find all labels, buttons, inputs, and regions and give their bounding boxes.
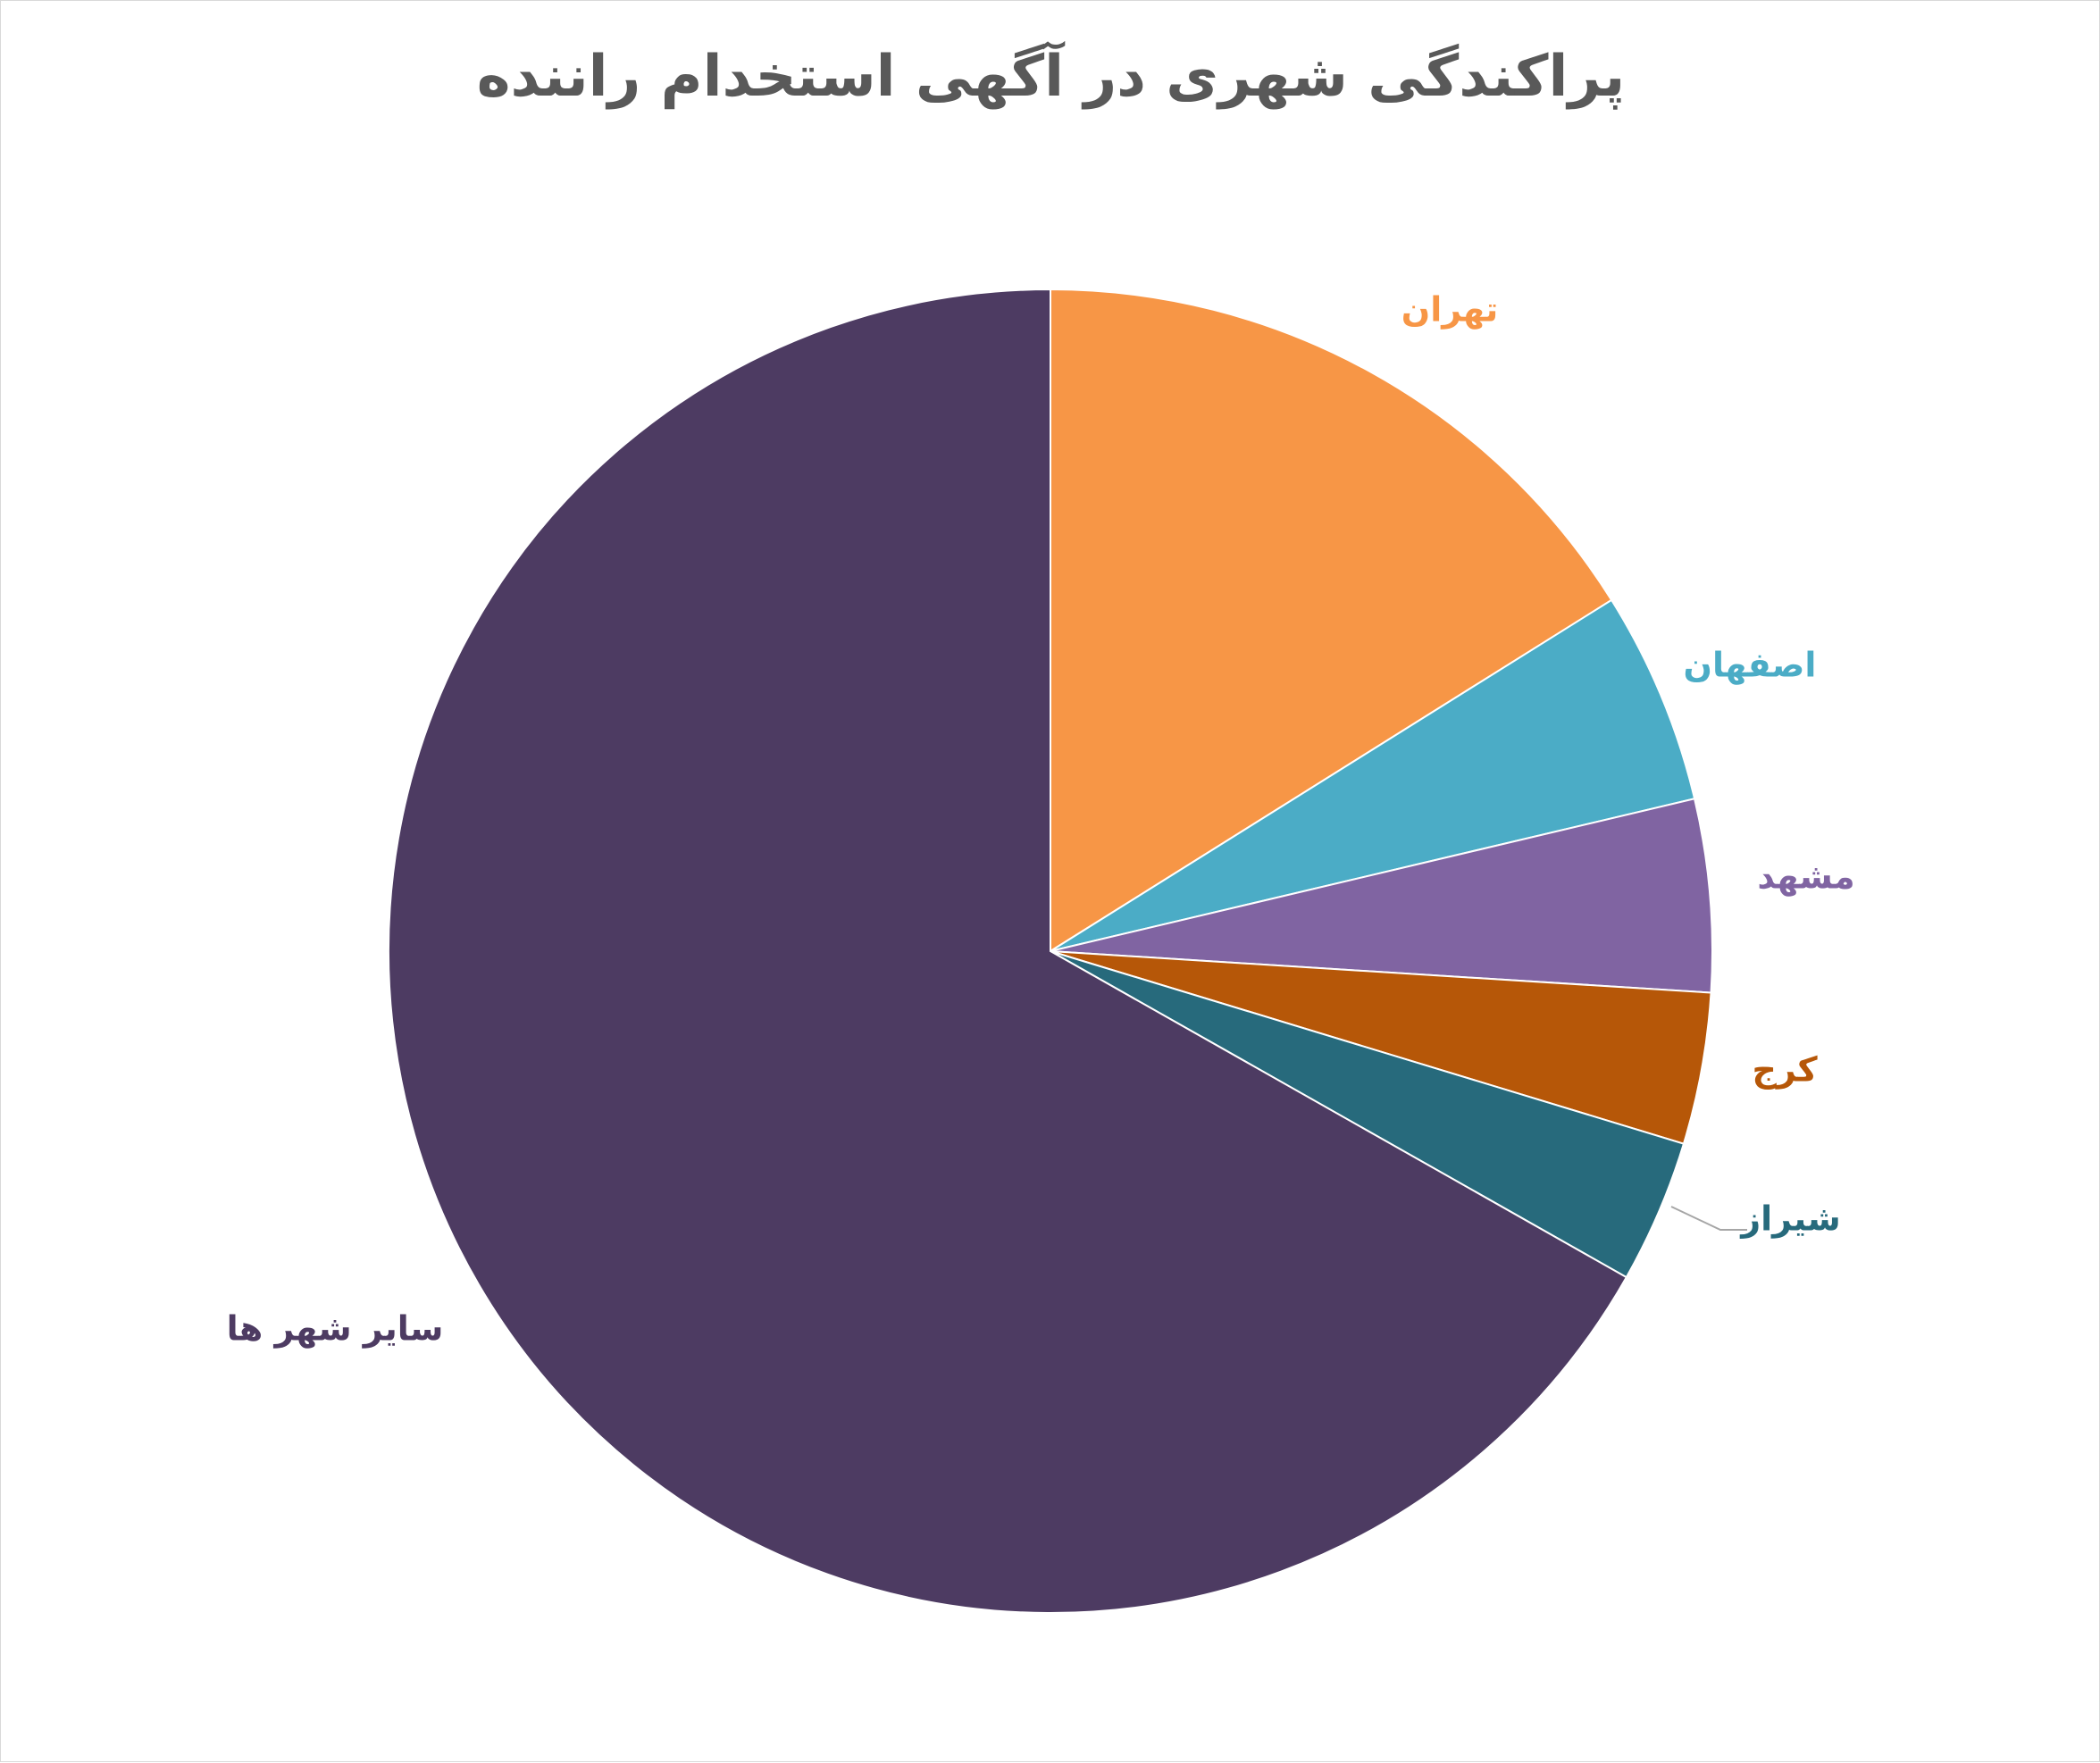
slice-label-1: اصفهان — [1684, 646, 1817, 685]
pie-slice-0 — [1050, 288, 1613, 953]
leader-lines — [1670, 1206, 1747, 1231]
pie-slice-2 — [1050, 798, 1713, 994]
slice-label-4: شیراز — [1739, 1199, 1840, 1239]
leader-line-4 — [1670, 1206, 1747, 1231]
pie-slice-1 — [1050, 598, 1696, 952]
slice-label-0: تهران — [1401, 290, 1498, 330]
slice-labels: تهران اصفهان مشهد کرج شیراز سایر شهر ها — [227, 290, 1855, 1349]
slice-label-5: سایر شهر ها — [227, 1309, 444, 1349]
pie-slices — [388, 288, 1713, 1614]
slice-label-3: کرج — [1752, 1050, 1818, 1090]
pie-slice-5 — [388, 288, 1628, 1614]
slice-label-2: مشهد — [1757, 857, 1854, 897]
chart-title: پراکندگی شهری در آگهی استخدام راننده — [476, 44, 1626, 110]
